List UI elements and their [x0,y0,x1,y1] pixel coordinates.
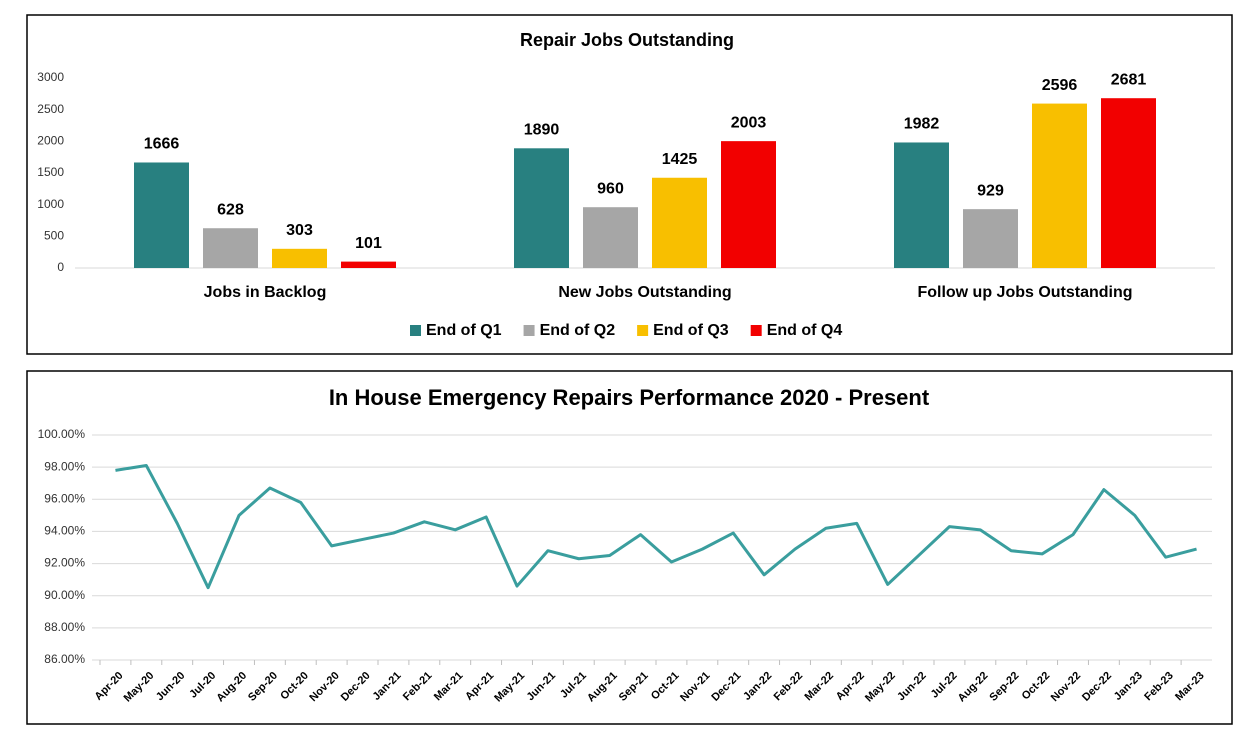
legend-label: End of Q4 [767,322,843,339]
panel [26,14,1233,355]
bar [341,261,396,268]
data-label: 1890 [524,122,560,139]
legend-swatch [523,325,535,336]
chart-title: In House Emergency Repairs Performance 2… [329,385,930,410]
legend-label: End of Q3 [653,322,729,339]
bar [1032,103,1087,268]
bar [894,142,949,268]
panel [26,370,1233,725]
legend-label: End of Q2 [540,322,616,339]
x-tick-label: Jobs in Backlog [204,284,327,301]
bar [963,209,1018,268]
y-tick-label: 0 [57,260,64,274]
y-tick-label: 86.00% [44,652,85,666]
bar [134,162,189,268]
legend-swatch [410,325,421,336]
legend-swatch [637,325,649,336]
y-tick-label: 100.00% [38,427,86,441]
data-label: 2681 [1111,71,1147,88]
data-label: 2596 [1042,77,1078,94]
data-label: 929 [977,182,1004,199]
data-label: 2003 [731,114,767,131]
legend-label: End of Q1 [426,322,502,339]
y-tick-label: 88.00% [44,620,85,634]
x-tick-label: Follow up Jobs Outstanding [917,284,1132,301]
data-label: 1425 [662,151,698,168]
data-label: 960 [597,180,624,197]
line-series [115,464,1197,590]
data-label: 1982 [904,116,940,133]
legend-swatch [750,325,762,336]
y-tick-label: 94.00% [44,524,85,538]
bar [652,177,707,268]
y-tick-label: 3000 [37,70,64,84]
bar [1101,98,1156,268]
data-label: 303 [286,222,313,239]
y-tick-label: 500 [44,229,64,243]
bar [514,148,569,268]
y-tick-label: 90.00% [44,588,85,602]
y-tick-label: 1500 [37,165,64,179]
bar [721,141,776,268]
bar [583,207,638,268]
y-tick-label: 96.00% [44,491,85,505]
data-label: 1666 [144,136,180,153]
y-tick-label: 98.00% [44,459,85,473]
bar [203,228,258,268]
data-label: 628 [217,201,244,218]
bar [272,248,327,268]
y-tick-label: 2000 [37,134,64,148]
chart-title: Repair Jobs Outstanding [520,30,734,50]
x-tick-label: New Jobs Outstanding [558,284,731,301]
y-tick-label: 1000 [37,197,64,211]
data-label: 101 [355,235,382,252]
y-tick-label: 92.00% [44,556,85,570]
y-tick-label: 2500 [37,102,64,116]
